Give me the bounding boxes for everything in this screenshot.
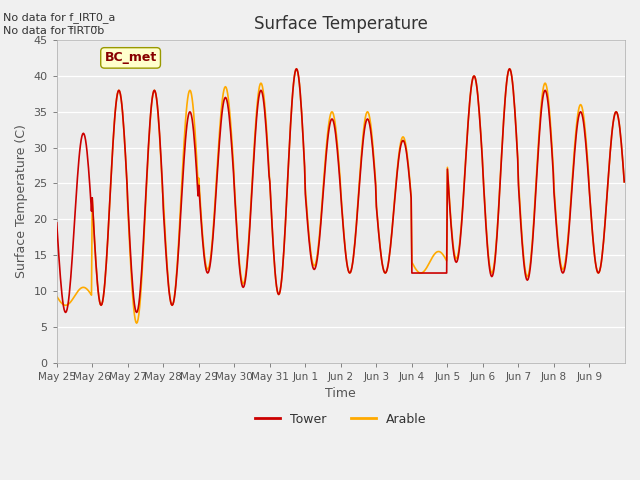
Text: BC_met: BC_met [104, 51, 157, 64]
Legend: Tower, Arable: Tower, Arable [250, 408, 432, 431]
Text: No data for f̅IRT0̅b: No data for f̅IRT0̅b [3, 26, 104, 36]
Title: Surface Temperature: Surface Temperature [254, 15, 428, 33]
Y-axis label: Surface Temperature (C): Surface Temperature (C) [15, 124, 28, 278]
Text: No data for f_IRT0_a: No data for f_IRT0_a [3, 12, 116, 23]
X-axis label: Time: Time [326, 387, 356, 400]
